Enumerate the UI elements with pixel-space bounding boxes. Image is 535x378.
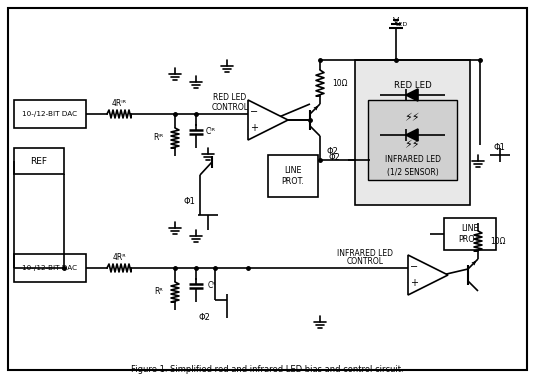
Text: Φ2: Φ2 — [328, 153, 340, 163]
Polygon shape — [408, 255, 448, 295]
Text: 10-/12-BIT DAC: 10-/12-BIT DAC — [22, 265, 78, 271]
Text: +: + — [410, 278, 418, 288]
Bar — [14, 100, 86, 128]
Text: RED LED: RED LED — [213, 93, 247, 102]
Text: (1/2 SENSOR): (1/2 SENSOR) — [387, 167, 439, 177]
Text: 10-/12-BIT DAC: 10-/12-BIT DAC — [22, 111, 78, 117]
Bar — [14, 254, 86, 282]
Text: Cᴿ: Cᴿ — [208, 282, 217, 291]
Text: Cᴵᴿ: Cᴵᴿ — [206, 127, 216, 136]
Text: ⚡⚡: ⚡⚡ — [404, 140, 420, 150]
Text: 4Rᴿ: 4Rᴿ — [112, 254, 126, 262]
Text: 4Rᴵᴿ: 4Rᴵᴿ — [111, 99, 126, 108]
Text: ⚡⚡: ⚡⚡ — [404, 113, 420, 123]
Text: Figure 1. Simplified red and infrared LED bias and control circuit.: Figure 1. Simplified red and infrared LE… — [131, 366, 403, 375]
Text: −: − — [410, 262, 418, 272]
Text: +: + — [250, 123, 258, 133]
Bar — [268, 155, 318, 197]
Text: CONTROL: CONTROL — [347, 257, 384, 266]
Text: INFRARED LED: INFRARED LED — [385, 155, 441, 164]
Text: V: V — [393, 17, 399, 26]
Text: Φ2: Φ2 — [326, 147, 338, 156]
Text: LED: LED — [396, 23, 408, 28]
Text: LINE
PROT.: LINE PROT. — [458, 224, 482, 244]
Polygon shape — [406, 129, 418, 141]
Text: RED LED: RED LED — [394, 81, 432, 90]
Bar — [444, 218, 496, 250]
Text: Φ1: Φ1 — [494, 144, 506, 152]
Polygon shape — [406, 89, 418, 101]
Bar — [14, 148, 64, 174]
Text: INFRARED LED: INFRARED LED — [337, 248, 393, 257]
Bar — [355, 60, 470, 205]
Text: 10Ω: 10Ω — [490, 237, 506, 245]
Text: REF: REF — [30, 156, 48, 166]
Text: CONTROL: CONTROL — [211, 102, 248, 112]
Text: Φ1: Φ1 — [183, 197, 195, 206]
Text: Rᴵᴿ: Rᴵᴿ — [153, 133, 163, 143]
Text: LINE
PROT.: LINE PROT. — [281, 166, 304, 186]
Text: Φ2: Φ2 — [198, 313, 210, 322]
Polygon shape — [248, 100, 288, 140]
Bar — [368, 100, 457, 180]
Text: 10Ω: 10Ω — [332, 79, 348, 87]
Text: Rᴿ: Rᴿ — [154, 288, 163, 296]
Text: −: − — [250, 107, 258, 117]
